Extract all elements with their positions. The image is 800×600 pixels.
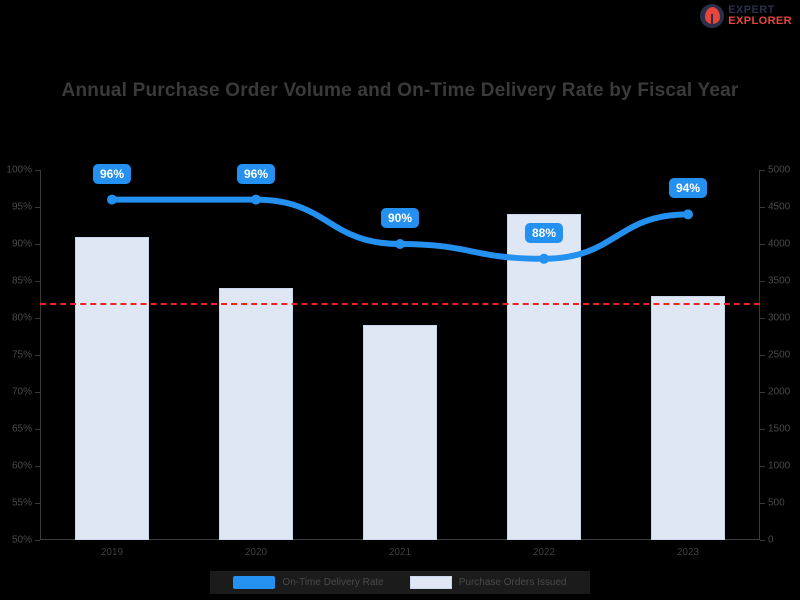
leaf-circle-icon bbox=[700, 4, 725, 28]
left-tick-label: 55% bbox=[11, 497, 32, 509]
line-point-2021[interactable] bbox=[395, 239, 405, 249]
right-tick bbox=[760, 392, 765, 393]
right-tick bbox=[760, 207, 765, 208]
left-tick-label: 95% bbox=[11, 201, 32, 213]
brand-logo: EXPERT EXPLORER bbox=[700, 4, 792, 28]
right-tick bbox=[760, 281, 765, 282]
legend-swatch-line bbox=[233, 576, 276, 589]
x-axis-label-2023: 2023 bbox=[676, 547, 700, 558]
right-tick-label: 5000 bbox=[768, 164, 791, 176]
threshold-line bbox=[40, 303, 760, 306]
right-tick-label: 500 bbox=[768, 497, 785, 509]
right-tick-label: 2000 bbox=[768, 386, 791, 398]
left-tick-label: 90% bbox=[11, 238, 32, 250]
chart-legend: On-Time Delivery Rate Purchase Orders Is… bbox=[210, 571, 590, 594]
right-tick bbox=[760, 244, 765, 245]
data-label-2021: 90% bbox=[380, 208, 420, 228]
right-tick-label: 2500 bbox=[768, 349, 791, 361]
left-tick-label: 50% bbox=[11, 534, 32, 546]
right-tick bbox=[760, 355, 765, 356]
x-axis-label-2020: 2020 bbox=[244, 547, 268, 558]
left-tick-label: 85% bbox=[11, 275, 32, 287]
legend-item-line[interactable]: On-Time Delivery Rate bbox=[233, 576, 384, 589]
right-tick-label: 1000 bbox=[768, 460, 791, 472]
right-tick-label: 1500 bbox=[768, 423, 791, 435]
line-series-group bbox=[107, 194, 693, 264]
bar-2021[interactable] bbox=[362, 325, 438, 540]
left-tick bbox=[35, 170, 40, 171]
left-tick bbox=[35, 318, 40, 319]
left-tick bbox=[35, 355, 40, 356]
right-tick-label: 4500 bbox=[768, 201, 791, 213]
left-tick bbox=[35, 244, 40, 245]
right-tick-label: 3000 bbox=[768, 312, 791, 324]
bar-2020[interactable] bbox=[218, 288, 294, 540]
left-tick bbox=[35, 392, 40, 393]
x-axis-label-2022: 2022 bbox=[532, 547, 556, 558]
left-tick bbox=[35, 281, 40, 282]
data-label-2020: 96% bbox=[236, 163, 276, 184]
left-tick-label: 100% bbox=[6, 164, 32, 176]
left-axis-line bbox=[40, 170, 41, 540]
data-label-2022: 88% bbox=[524, 222, 564, 243]
right-tick bbox=[760, 170, 765, 171]
left-tick-label: 60% bbox=[11, 460, 32, 472]
x-axis-label-2021: 2021 bbox=[388, 547, 412, 558]
logo-line-1: EXPERT bbox=[728, 4, 775, 16]
right-tick bbox=[760, 466, 765, 467]
data-label-2023: 94% bbox=[668, 178, 708, 199]
left-tick-label: 75% bbox=[11, 349, 32, 361]
left-tick-label: 65% bbox=[11, 423, 32, 435]
right-tick bbox=[760, 503, 765, 504]
data-label-2019: 96% bbox=[92, 163, 132, 184]
logo-wordmark: EXPERT EXPLORER bbox=[728, 5, 792, 27]
right-tick bbox=[760, 429, 765, 430]
legend-label-line: On-Time Delivery Rate bbox=[282, 577, 384, 588]
left-tick bbox=[35, 466, 40, 467]
legend-swatch-bar bbox=[409, 576, 452, 589]
line-point-2019[interactable] bbox=[107, 194, 117, 205]
chart-title: Annual Purchase Order Volume and On-Time… bbox=[61, 80, 739, 101]
plot-area: 96% 96% 90% 88% 94% 100% 95% 90% 85% 80% 75% 70% 65… bbox=[6, 163, 790, 558]
right-tick-label: 4000 bbox=[768, 238, 791, 250]
right-tick-label: 3500 bbox=[768, 275, 791, 287]
left-tick bbox=[35, 207, 40, 208]
left-tick-label: 80% bbox=[11, 312, 32, 324]
legend-label-bar: Purchase Orders Issued bbox=[458, 577, 567, 588]
right-tick bbox=[760, 318, 765, 319]
left-tick bbox=[35, 503, 40, 504]
legend-item-bar[interactable]: Purchase Orders Issued bbox=[409, 576, 567, 589]
x-axis-label-2019: 2019 bbox=[100, 547, 124, 558]
right-tick-label: 0 bbox=[768, 534, 774, 546]
bar-2019[interactable] bbox=[74, 236, 150, 540]
line-point-2022[interactable] bbox=[539, 253, 549, 264]
bar-2023[interactable] bbox=[650, 295, 726, 540]
left-tick bbox=[35, 540, 40, 541]
right-axis-line bbox=[759, 170, 760, 540]
left-tick-label: 70% bbox=[11, 386, 32, 398]
logo-line-2: EXPLORER bbox=[728, 15, 792, 27]
bar-2022[interactable] bbox=[506, 214, 582, 540]
line-point-2020[interactable] bbox=[251, 194, 261, 205]
line-point-2023[interactable] bbox=[683, 209, 693, 220]
right-tick bbox=[760, 540, 765, 541]
left-tick bbox=[35, 429, 40, 430]
